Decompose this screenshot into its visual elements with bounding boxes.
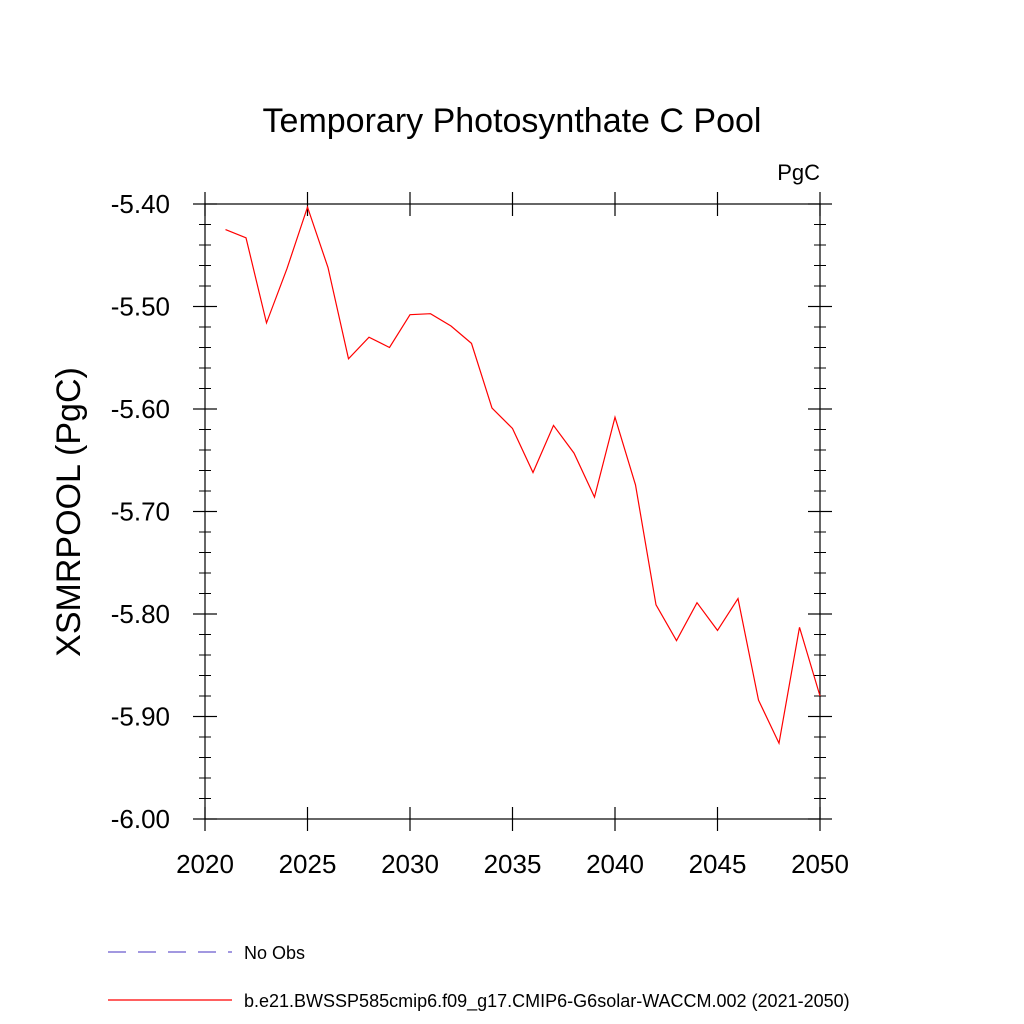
plot-frame [204, 203, 821, 820]
x-tick-label: 2035 [484, 849, 542, 879]
x-tick-label: 2040 [586, 849, 644, 879]
units-label: PgC [777, 160, 820, 185]
y-tick-label: -5.60 [111, 394, 170, 424]
axis-ticks [193, 192, 832, 831]
x-tick-label: 2030 [381, 849, 439, 879]
legend: No Obs b.e21.BWSSP585cmip6.f09_g17.CMIP6-… [108, 943, 850, 1012]
y-tick-label: -6.00 [111, 804, 170, 834]
x-tick-label: 2025 [279, 849, 337, 879]
x-tick-labels: 2020 2025 2030 2035 2040 2045 2050 [176, 849, 849, 879]
x-tick-label: 2045 [689, 849, 747, 879]
x-tick-label: 2020 [176, 849, 234, 879]
x-tick-label: 2050 [791, 849, 849, 879]
y-tick-label: -5.90 [111, 702, 170, 732]
legend-label-1: b.e21.BWSSP585cmip6.f09_g17.CMIP6-G6sola… [244, 991, 850, 1012]
series-line-1 [225, 205, 821, 746]
y-tick-label: -5.70 [111, 497, 170, 527]
y-axis-label: XSMRPOOL (PgC) [50, 367, 88, 657]
legend-label-0: No Obs [244, 943, 305, 963]
y-tick-label: -5.40 [111, 189, 170, 219]
y-tick-labels: -6.00 -5.90 -5.80 -5.70 -5.60 -5.50 -5.40 [111, 189, 170, 834]
y-tick-label: -5.50 [111, 292, 170, 322]
chart-title: Temporary Photosynthate C Pool [263, 102, 762, 140]
y-tick-label: -5.80 [111, 599, 170, 629]
series-layer [225, 205, 821, 746]
